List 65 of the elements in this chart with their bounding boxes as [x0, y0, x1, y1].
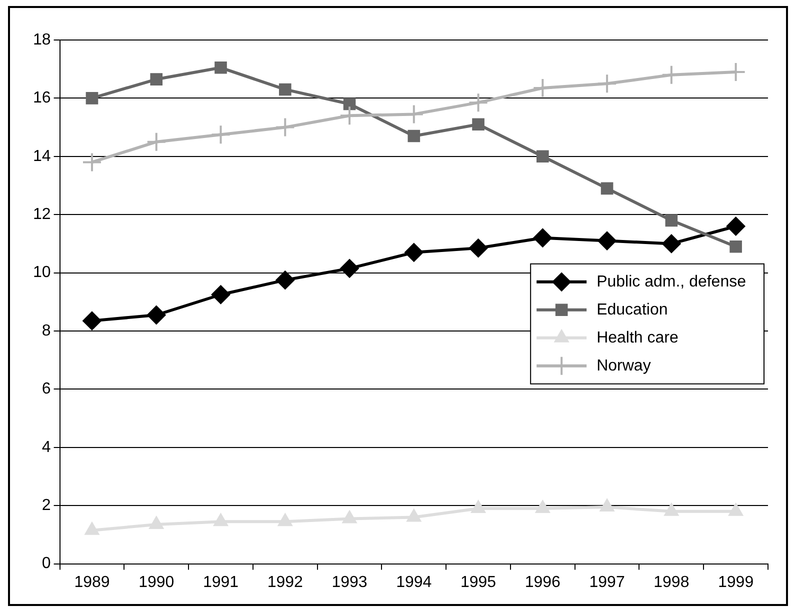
point	[472, 118, 484, 131]
x-tick-label: 1992	[267, 574, 304, 591]
point	[404, 242, 424, 262]
point	[535, 500, 550, 514]
y-tick-label: 10	[33, 264, 51, 282]
x-tick-label: 1994	[396, 574, 432, 591]
point	[468, 238, 488, 258]
point	[82, 311, 102, 330]
point	[532, 78, 553, 98]
y-tick-label: 18	[33, 31, 51, 48]
y-tick-label: 12	[33, 206, 51, 224]
point	[211, 285, 230, 304]
point	[275, 117, 296, 138]
point	[340, 258, 360, 278]
point	[82, 152, 102, 172]
legend-label: Health care	[596, 329, 678, 346]
point	[146, 305, 166, 324]
legend-label: Public adm., defense	[596, 273, 746, 290]
x-tick-label: 1999	[718, 574, 754, 591]
point	[86, 92, 98, 104]
x-tick-label: 1995	[460, 574, 496, 591]
point	[276, 270, 295, 290]
x-tick-label: 1996	[524, 574, 561, 591]
point	[728, 502, 744, 516]
point	[278, 513, 293, 526]
x-tick-label: 1989	[74, 574, 110, 591]
y-tick-label: 16	[33, 90, 51, 107]
point	[664, 502, 679, 516]
point	[597, 74, 618, 94]
point	[342, 510, 357, 524]
x-tick-label: 1997	[589, 574, 625, 591]
y-tick-label: 2	[42, 497, 51, 514]
x-tick-label: 1993	[332, 574, 368, 591]
point	[726, 216, 746, 236]
point	[210, 124, 231, 145]
point	[468, 92, 488, 113]
point	[730, 240, 742, 253]
point	[408, 130, 420, 142]
point	[213, 513, 228, 526]
point	[214, 61, 227, 74]
point	[598, 231, 617, 250]
point	[600, 498, 614, 512]
y-tick-label: 0	[42, 555, 51, 572]
point	[278, 83, 292, 96]
y-tick-label: 8	[42, 322, 51, 340]
y-tick-label: 6	[42, 380, 51, 398]
y-tick-label: 14	[33, 148, 51, 165]
x-tick-label: 1991	[202, 574, 239, 591]
point	[343, 98, 356, 110]
point	[533, 228, 552, 248]
point	[536, 150, 549, 163]
y-tick-label: 4	[42, 438, 51, 456]
x-tick-label: 1990	[138, 574, 174, 591]
legend-label: Norway	[596, 357, 651, 374]
point	[84, 522, 100, 535]
point	[146, 132, 166, 152]
point	[600, 182, 614, 195]
point	[406, 508, 422, 522]
x-tick-label: 1998	[654, 574, 690, 591]
point	[665, 214, 678, 227]
legend-label: Education	[596, 301, 668, 318]
point	[150, 73, 163, 86]
point	[470, 500, 486, 514]
point	[148, 516, 164, 530]
point	[662, 234, 681, 254]
